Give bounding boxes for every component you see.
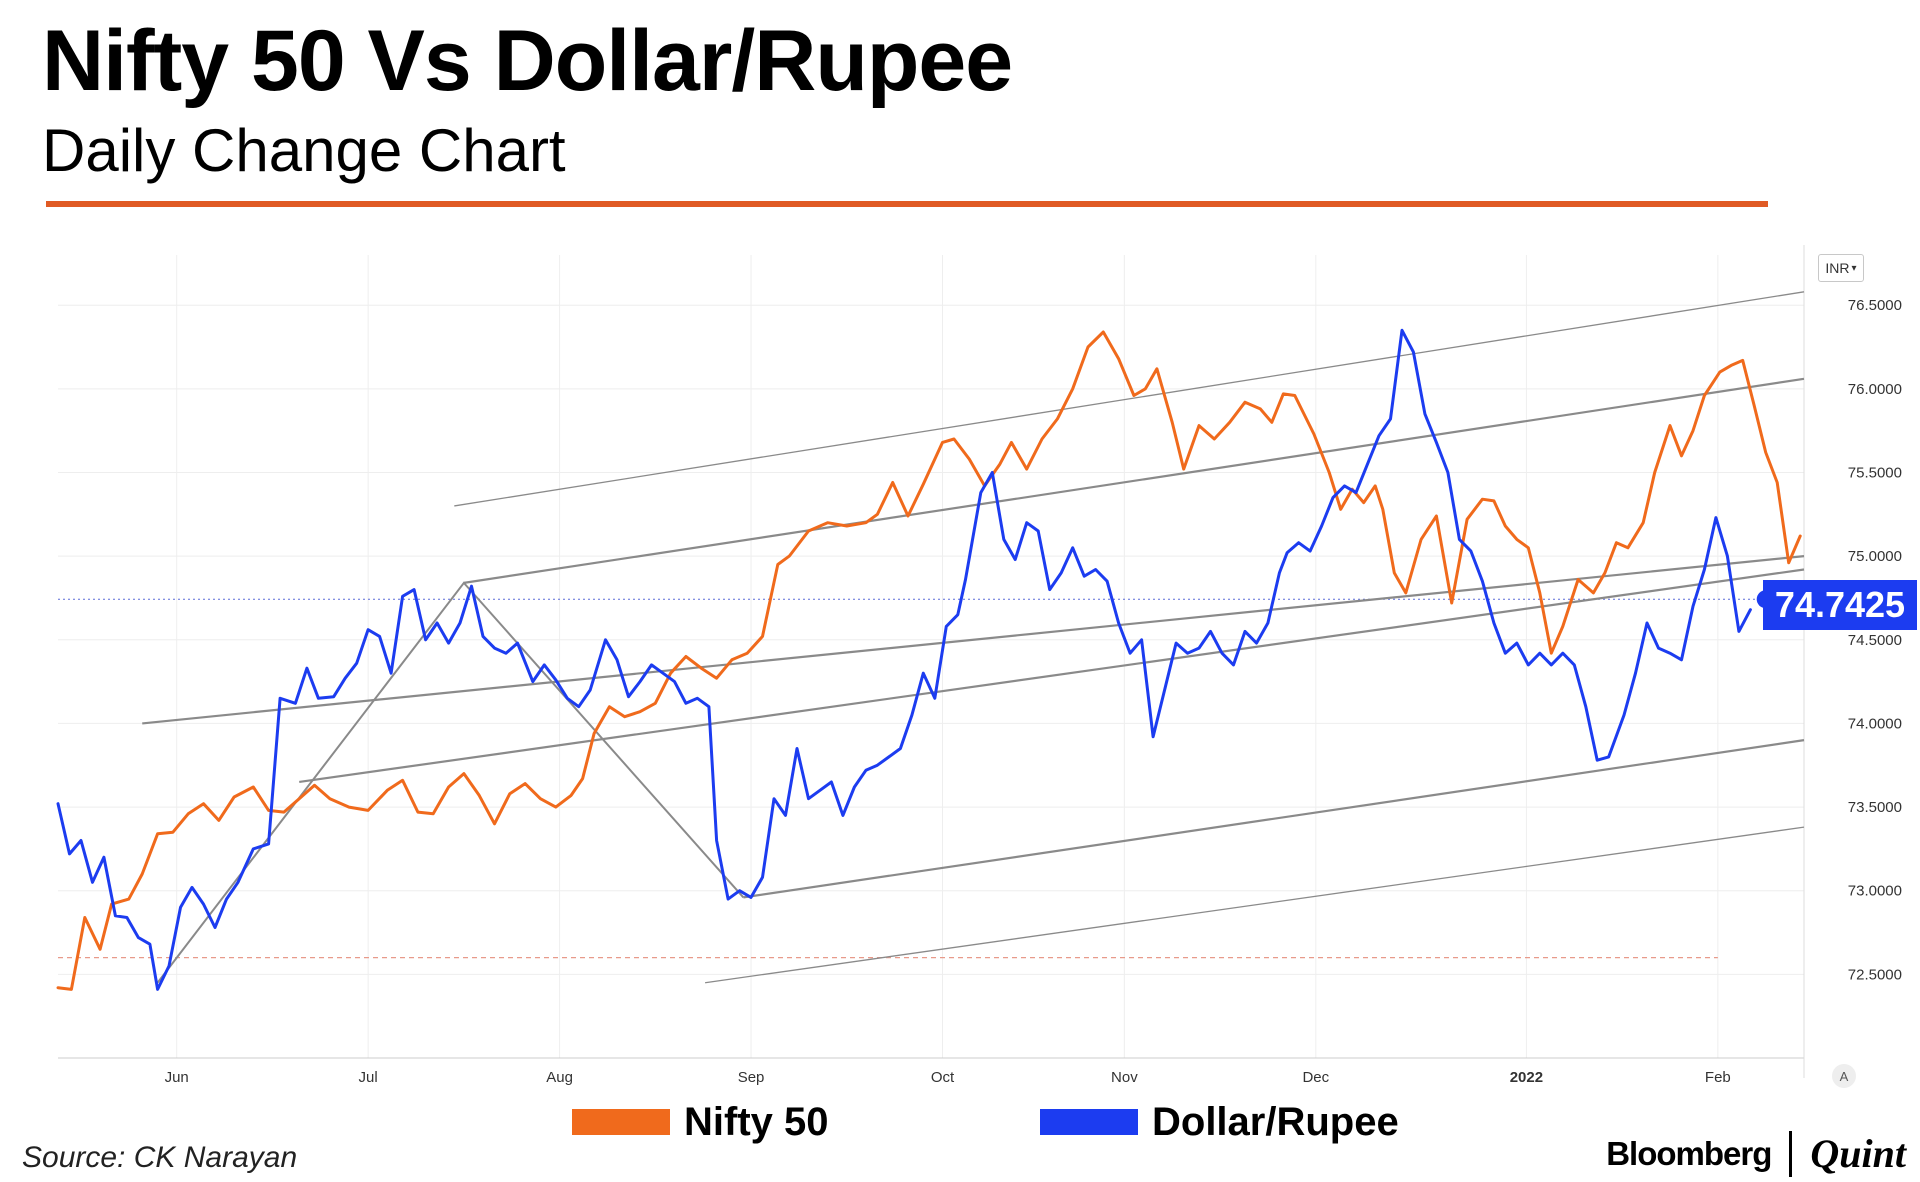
y-tick-label: 74.5000: [1848, 632, 1902, 649]
legend-swatch-nifty: [572, 1109, 670, 1135]
legend-label-nifty: Nifty 50: [684, 1099, 829, 1144]
channel-line: [743, 739, 1805, 899]
chart-title: Nifty 50 Vs Dollar/Rupee: [42, 13, 1013, 109]
title-divider: [46, 201, 1768, 207]
y-tick-label: 76.5000: [1848, 297, 1902, 314]
y-tick-label: 73.5000: [1848, 799, 1902, 816]
legend-swatch-rupee: [1040, 1109, 1138, 1135]
y-tick-label: 74.0000: [1848, 715, 1902, 732]
channel-line: [463, 377, 1805, 584]
channel-line: [705, 826, 1805, 984]
x-tick-label: Jul: [359, 1069, 378, 1086]
series-line-nifty: [56, 330, 1802, 991]
y-tick-label: 72.5000: [1848, 966, 1902, 983]
y-tick-label: 75.0000: [1848, 548, 1902, 565]
legend-item-rupee: Dollar/Rupee: [1040, 1096, 1399, 1148]
last-value-tag: 74.7425: [1763, 580, 1917, 630]
auto-scale-button[interactable]: A: [1832, 1064, 1856, 1088]
y-tick-label: 73.0000: [1848, 883, 1902, 900]
x-tick-label: Jun: [165, 1069, 189, 1086]
source-note: Source: CK Narayan: [22, 1141, 298, 1174]
legend-label-rupee: Dollar/Rupee: [1152, 1099, 1399, 1144]
x-tick-label: Sep: [738, 1069, 765, 1086]
brand-bloomberg: Bloomberg: [1606, 1134, 1772, 1172]
brand-logo: Bloomberg Quint: [1606, 1130, 1906, 1177]
pitchfork-line: [156, 581, 745, 984]
x-tick-label: 2022: [1510, 1069, 1543, 1086]
chart-subtitle: Daily Change Chart: [42, 117, 566, 184]
currency-dropdown[interactable]: INR ▾: [1818, 254, 1864, 282]
y-tick-label: 75.5000: [1848, 464, 1902, 481]
x-tick-label: Aug: [546, 1069, 573, 1086]
x-tick-label: Nov: [1111, 1069, 1138, 1086]
series-line-rupee: [56, 328, 1752, 991]
brand-quint: Quint: [1810, 1131, 1906, 1176]
x-tick-label: Oct: [931, 1069, 955, 1086]
x-tick-label: Feb: [1705, 1069, 1731, 1086]
channel-line: [454, 291, 1805, 507]
legend-item-nifty: Nifty 50: [572, 1096, 829, 1148]
line-chart: 72.5000 73.0000 73.5000 74.0000 74.5000 75.00…: [56, 245, 1902, 1086]
channel-line: [299, 568, 1805, 784]
x-tick-label: Dec: [1302, 1069, 1329, 1086]
y-tick-label: 76.0000: [1848, 381, 1902, 398]
brand-separator: [1789, 1130, 1793, 1177]
channel-line: [142, 555, 1805, 725]
chevron-down-icon: ▾: [1851, 262, 1857, 274]
currency-label: INR: [1825, 260, 1850, 276]
